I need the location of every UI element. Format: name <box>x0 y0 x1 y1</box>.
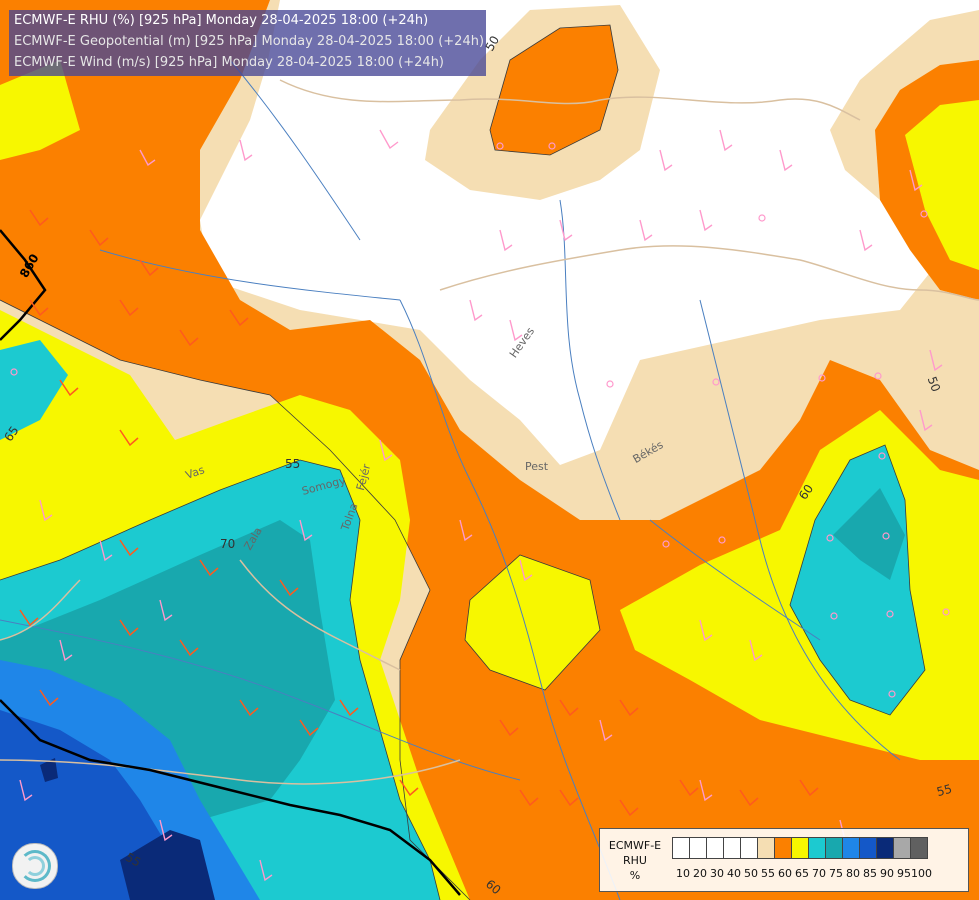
legend-swatch-70 <box>808 837 826 859</box>
legend-swatch-20 <box>689 837 707 859</box>
rh-85-90-spot <box>40 758 58 782</box>
legend-tick-label: 90 <box>880 867 894 880</box>
legend-tick-label: 75 <box>829 867 843 880</box>
geopotential-line-south <box>0 699 461 896</box>
legend-tick-label: 70 <box>812 867 826 880</box>
rh-55-60-north <box>490 25 618 155</box>
rivers <box>0 59 901 900</box>
legend-tick-label: 55 <box>761 867 775 880</box>
rh-label-70: 70 <box>220 537 235 551</box>
legend-swatch-100 <box>910 837 928 859</box>
legend-swatch-55 <box>757 837 775 859</box>
rh-label-55-east: 55 <box>935 782 953 799</box>
place-vas: Vas <box>184 463 207 482</box>
legend-tick-label: 65 <box>795 867 809 880</box>
legend-swatch-30 <box>706 837 724 859</box>
legend-swatch-85 <box>859 837 877 859</box>
legend-tick-label: 20 <box>693 867 707 880</box>
map-header: ECMWF-E RHU (%) [925 hPa] Monday 28-04-2… <box>9 10 486 76</box>
calm-markers <box>10 142 950 698</box>
legend-tick-label: 50 <box>744 867 758 880</box>
legend-color-bar <box>672 837 928 859</box>
legend-tick-label: 80 <box>846 867 860 880</box>
legend-tick-labels: 10 20 30 40 50 55 60 65 70 75 80 85 90 95 100 <box>673 867 932 881</box>
legend-swatch-75 <box>825 837 843 859</box>
legend-tick-label: 60 <box>778 867 792 880</box>
contour-labels: 860 50 50 55 55 55 60 60 65 70 <box>1 33 953 897</box>
legend-swatch-65 <box>791 837 809 859</box>
legend-variable: RHU <box>623 854 647 867</box>
legend-tick-label: 100 <box>911 867 932 880</box>
legend-model: ECMWF-E <box>608 839 662 852</box>
rhu-legend: ECMWF-E RHU % 10 20 30 40 50 55 60 65 70 75 80 85 90… <box>599 828 969 892</box>
header-geopotential-line: ECMWF-E Geopotential (m) [925 hPa] Monda… <box>14 34 485 49</box>
rh-60-65-center <box>465 555 600 690</box>
legend-tick-label: 95 <box>897 867 911 880</box>
rh-label-55-west: 55 <box>123 850 143 870</box>
header-rhu-line: ECMWF-E RHU (%) [925 hPa] Monday 28-04-2… <box>14 13 429 28</box>
legend-swatch-50 <box>740 837 758 859</box>
legend-title: ECMWF-E RHU % <box>600 838 670 883</box>
legend-swatch-40 <box>723 837 741 859</box>
rh-label-50-east: 50 <box>925 375 943 394</box>
logo-icon <box>12 843 58 889</box>
legend-swatch-60 <box>774 837 792 859</box>
legend-swatch-90 <box>876 837 894 859</box>
legend-unit: % <box>629 869 641 882</box>
rh-contour-lines <box>0 24 926 900</box>
rh-65-70-west <box>0 340 68 440</box>
rh-60-65-northeast <box>905 100 979 270</box>
legend-swatch-95 <box>893 837 911 859</box>
rh-60-65-west <box>0 60 80 160</box>
legend-tick-label: 40 <box>727 867 741 880</box>
rh-70-75-east <box>833 488 905 580</box>
legend-tick-label: 10 <box>676 867 690 880</box>
place-pest: Pest <box>525 460 549 473</box>
legend-tick-label: 30 <box>710 867 724 880</box>
header-wind-line: ECMWF-E Wind (m/s) [925 hPa] Monday 28-0… <box>14 55 445 70</box>
legend-swatch-10 <box>672 837 690 859</box>
rh-label-50-north: 50 <box>482 33 502 53</box>
rh-85-90-area <box>120 830 215 900</box>
geopotential-860-line <box>0 229 47 341</box>
borders <box>0 79 979 785</box>
wind-barbs-strong <box>19 209 819 817</box>
rh-label-55-center: 55 <box>285 457 300 471</box>
legend-swatch-80 <box>842 837 860 859</box>
legend-tick-label: 85 <box>863 867 877 880</box>
